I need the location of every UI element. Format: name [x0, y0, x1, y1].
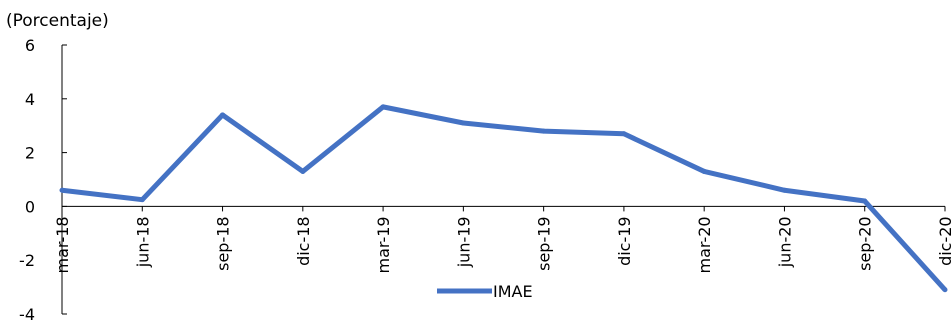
- data-point: [59, 187, 65, 193]
- data-point: [300, 168, 306, 174]
- y-tick-label: 0: [25, 197, 35, 216]
- data-point: [942, 287, 948, 293]
- y-tick-label: -4: [19, 305, 35, 321]
- y-tick-label: -2: [19, 251, 35, 270]
- x-tick-label: sep-20: [856, 216, 875, 270]
- x-tick-label: dic-19: [615, 216, 634, 266]
- x-tick-label: sep-18: [214, 216, 233, 270]
- data-point: [380, 104, 386, 110]
- x-tick-label: mar-18: [53, 216, 72, 273]
- data-point: [541, 128, 547, 134]
- y-tick-label: 6: [25, 36, 35, 55]
- legend-label: IMAE: [493, 282, 533, 301]
- data-point: [781, 187, 787, 193]
- data-point: [701, 168, 707, 174]
- x-tick-label: jun-20: [775, 216, 794, 268]
- data-point: [862, 198, 868, 204]
- y-tick-label: 4: [25, 90, 35, 109]
- y-tick-label: 2: [25, 144, 35, 163]
- series-group: [59, 104, 948, 293]
- x-tick-label: jun-18: [133, 216, 152, 268]
- x-tick-label: dic-18: [294, 216, 313, 266]
- legend: IMAE: [437, 282, 533, 301]
- y-axis: -4 -2 0 2 4 6: [19, 36, 67, 321]
- x-tick-label: dic-20: [936, 216, 951, 266]
- x-axis: mar-18 jun-18 sep-18 dic-18 mar-19 jun-19 sep-…: [53, 205, 951, 273]
- data-point: [460, 120, 466, 126]
- chart-subtitle: (Porcentaje): [6, 11, 109, 31]
- data-point: [139, 197, 145, 203]
- x-tick-label: sep-19: [535, 216, 554, 270]
- data-point: [220, 112, 226, 118]
- x-tick-label: mar-20: [695, 216, 714, 273]
- x-tick-label: jun-19: [454, 216, 473, 268]
- x-tick-label: mar-19: [374, 216, 393, 273]
- series-line-imae: [61, 104, 947, 292]
- data-point: [621, 131, 627, 137]
